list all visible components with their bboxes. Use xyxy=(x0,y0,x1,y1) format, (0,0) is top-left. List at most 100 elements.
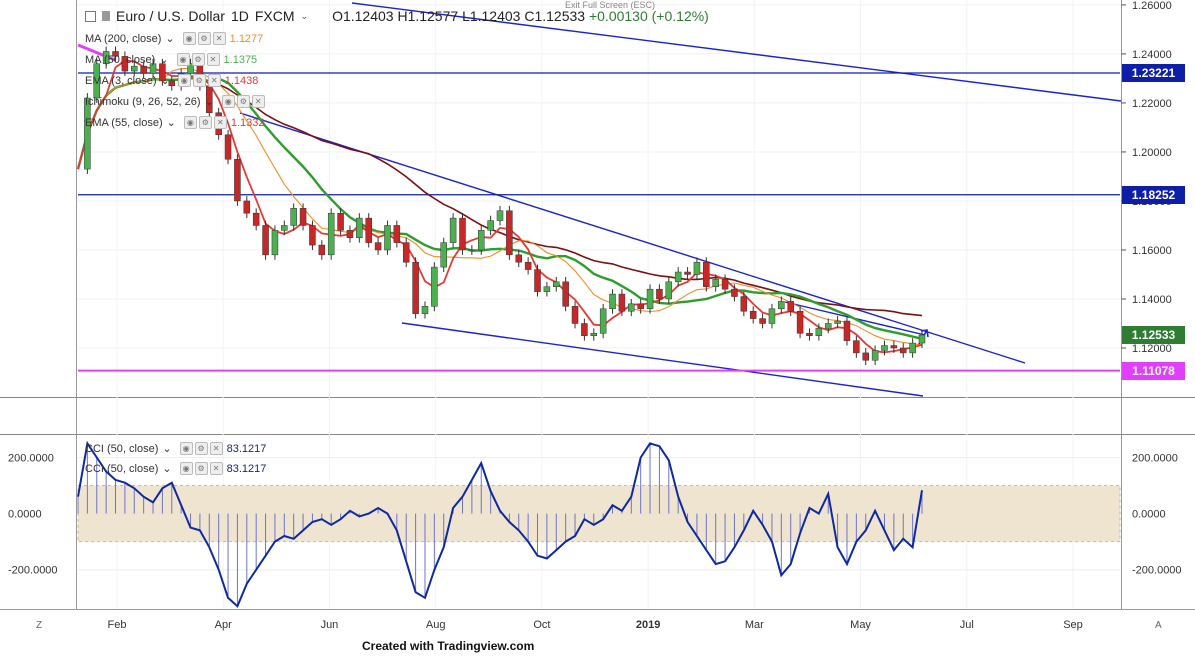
gear-icon[interactable]: ⚙ xyxy=(194,442,208,455)
candle-body xyxy=(524,261,532,270)
gear-icon[interactable]: ⚙ xyxy=(198,116,212,129)
indicator-name: EMA (55, close) xyxy=(85,116,163,129)
indicator-value: 1.1277 xyxy=(229,32,264,45)
eye-icon[interactable]: ◉ xyxy=(179,462,193,475)
gear-icon[interactable]: ⚙ xyxy=(236,95,250,108)
indicator-buttons: ◉ ⚙ ✕ xyxy=(176,53,220,66)
indicator-legend-row[interactable]: Ichimoku (9, 26, 52, 26) ⌄ ◉ ⚙ ✕ xyxy=(85,95,269,108)
oscillator-name: CCI (50, close) xyxy=(85,442,159,455)
gear-icon[interactable]: ⚙ xyxy=(192,74,206,87)
chevron-down-icon[interactable]: ⌄ xyxy=(165,33,175,45)
flag-icon xyxy=(102,11,110,21)
cci-tick-label-right: -200.0000 xyxy=(1132,565,1182,577)
indicator-legend-row[interactable]: MA (50, close) ⌄ ◉ ⚙ ✕ 1.1375 xyxy=(85,53,257,66)
auto-scale-icon[interactable]: A xyxy=(1155,620,1162,631)
candle-body xyxy=(131,65,138,72)
chevron-down-icon[interactable]: ⌄ xyxy=(300,10,309,21)
eye-icon[interactable]: ◉ xyxy=(177,74,191,87)
cci-tick-label-right: 200.0000 xyxy=(1132,452,1178,464)
chevron-down-icon[interactable]: ⌄ xyxy=(160,75,170,87)
eye-icon[interactable]: ◉ xyxy=(183,116,197,129)
indicator-name: MA (50, close) xyxy=(85,53,156,66)
candle-body xyxy=(534,269,541,292)
trendline xyxy=(401,322,924,397)
candle-body xyxy=(590,333,598,336)
ohlc-change: +0.00130 (+0.12%) xyxy=(588,8,709,24)
candle-body xyxy=(337,212,344,231)
candle-body xyxy=(412,261,419,314)
time-tick-label: May xyxy=(850,619,871,631)
horizontal-levels xyxy=(78,72,1120,372)
candle-body xyxy=(224,134,232,160)
chevron-down-icon[interactable]: ⌄ xyxy=(162,463,172,475)
candle-body xyxy=(862,352,869,361)
close-icon[interactable]: ✕ xyxy=(209,462,223,475)
chevron-down-icon[interactable]: ⌄ xyxy=(159,54,169,66)
candle-body xyxy=(393,225,401,243)
gear-icon[interactable]: ⚙ xyxy=(191,53,205,66)
eye-icon[interactable]: ◉ xyxy=(176,53,190,66)
close-icon[interactable]: ✕ xyxy=(206,53,220,66)
candle-body xyxy=(909,342,916,354)
close-icon[interactable]: ✕ xyxy=(213,116,227,129)
chevron-down-icon[interactable]: ⌄ xyxy=(162,443,172,455)
oscillator-buttons: ◉ ⚙ ✕ xyxy=(179,442,223,455)
candle-body xyxy=(712,279,719,287)
chevron-down-icon[interactable]: ⌄ xyxy=(204,96,214,108)
time-tick-label: Jul xyxy=(960,619,974,631)
eye-icon[interactable]: ◉ xyxy=(179,442,193,455)
zoom-z-icon[interactable]: Z xyxy=(36,620,42,631)
gear-icon[interactable]: ⚙ xyxy=(194,462,208,475)
candle-body xyxy=(731,288,738,297)
indicator-legend-row[interactable]: EMA (55, close) ⌄ ◉ ⚙ ✕ 1.1332 xyxy=(85,116,265,129)
oscillator-legend-row[interactable]: CCI (50, close) ⌄ ◉ ⚙ ✕ 83.1217 xyxy=(85,442,266,455)
cci-tick-label-left: 0.0000 xyxy=(8,509,42,521)
candle-body xyxy=(140,65,147,74)
close-icon[interactable]: ✕ xyxy=(209,442,223,455)
symbol-title[interactable]: Euro / U.S. Dollar xyxy=(116,8,225,24)
candle-body xyxy=(853,340,860,354)
time-tick-label: Mar xyxy=(745,619,764,631)
ohlc-high: H1.12577 xyxy=(397,8,459,24)
chevron-down-icon[interactable]: ⌄ xyxy=(166,117,176,129)
candle-body xyxy=(871,350,879,361)
collapse-icon[interactable] xyxy=(85,10,96,22)
candle-body xyxy=(168,80,176,87)
price-axis-ticks: 1.260001.240001.220001.200001.180001.160… xyxy=(1121,0,1172,355)
oscillator-name: CCI (50, close) xyxy=(85,462,159,475)
candle-body xyxy=(318,244,326,256)
oscillator-legend-row[interactable]: CCI (50, close) ⌄ ◉ ⚙ ✕ 83.1217 xyxy=(85,462,266,475)
candle-body xyxy=(684,271,691,275)
time-tick-label: Jun xyxy=(321,619,339,631)
indicator-legend-row[interactable]: MA (200, close) ⌄ ◉ ⚙ ✕ 1.1277 xyxy=(85,32,263,45)
price-tag: 1.12533 xyxy=(1122,325,1185,344)
cci-line xyxy=(77,440,923,608)
ma-200-line xyxy=(77,77,923,317)
candle-body xyxy=(674,271,682,283)
price-tag: 1.18252 xyxy=(1122,185,1185,204)
indicator-buttons: ◉ ⚙ ✕ xyxy=(221,95,265,108)
candle-body xyxy=(843,320,851,341)
cci-tick-label-left: -200.0000 xyxy=(8,565,58,577)
candle-body xyxy=(721,279,729,290)
candle-body xyxy=(881,345,888,351)
close-icon[interactable]: ✕ xyxy=(212,32,226,45)
candle-body xyxy=(778,301,785,310)
candle-body xyxy=(112,51,119,57)
eye-icon[interactable]: ◉ xyxy=(221,95,235,108)
candle-body xyxy=(477,230,485,251)
eye-icon[interactable]: ◉ xyxy=(182,32,196,45)
candle-body xyxy=(899,347,907,354)
price-tag: 1.11078 xyxy=(1122,361,1185,380)
close-icon[interactable]: ✕ xyxy=(251,95,265,108)
price-tick-label: 1.12000 xyxy=(1132,343,1172,355)
candle-body xyxy=(159,63,166,82)
candle-body xyxy=(440,242,447,268)
exit-fullscreen[interactable]: Exit Full Screen (ESC) xyxy=(565,0,656,10)
candle-body xyxy=(618,293,626,312)
candle-body xyxy=(290,208,297,226)
gear-icon[interactable]: ⚙ xyxy=(197,32,211,45)
indicator-legend-row[interactable]: EMA (3, close) ⌄ ◉ ⚙ ✕ 1.1438 xyxy=(85,74,258,87)
close-icon[interactable]: ✕ xyxy=(207,74,221,87)
